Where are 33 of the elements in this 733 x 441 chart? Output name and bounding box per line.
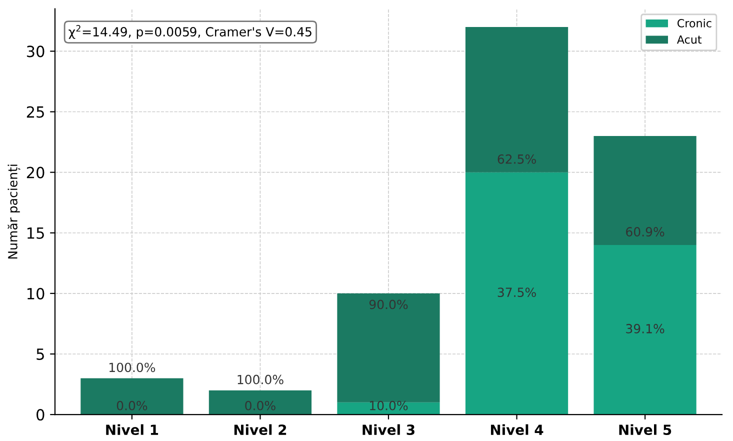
legend-label: Acut xyxy=(676,35,702,44)
annotation: 39.1% xyxy=(626,324,664,334)
x-tick-label: Nivel 3 xyxy=(362,424,414,436)
y-tick-label: 0 xyxy=(36,409,44,421)
annotation: 100.0% xyxy=(238,374,284,384)
bar xyxy=(465,172,568,415)
bar xyxy=(594,136,696,245)
bar xyxy=(594,244,696,415)
y-tick-label: 10 xyxy=(27,288,44,300)
legend-label: Cronic xyxy=(678,18,712,28)
x-tick-label: Nivel 1 xyxy=(106,424,158,436)
annotation: 100.0% xyxy=(109,362,156,372)
annotation: 37.5% xyxy=(498,288,536,298)
y-tick-label: 25 xyxy=(26,106,44,118)
x-tick-label: Nivel 2 xyxy=(234,424,286,436)
x-tick-label: Nivel 4 xyxy=(490,424,544,436)
x-tick-label: Nivel 5 xyxy=(619,424,672,436)
annotation: 62.5% xyxy=(498,154,536,164)
bar xyxy=(208,390,312,415)
y-tick-label: 20 xyxy=(26,166,44,178)
y-tick-label: 15 xyxy=(27,228,44,239)
annotation: 90.0% xyxy=(369,300,408,310)
bar xyxy=(465,26,568,172)
y-tick-label: 30 xyxy=(26,46,44,58)
annotation: 0.0% xyxy=(116,400,148,410)
annotation: 0.0% xyxy=(245,400,276,410)
bar xyxy=(337,293,440,402)
y-tick-label: 5 xyxy=(36,348,44,360)
annotation: 10.0% xyxy=(370,400,408,410)
annotation: χ$^{2}$=14.49, p=0.0059, Cramer's V=0.45 xyxy=(68,25,312,39)
y-axis-title: Număr pacienți xyxy=(8,164,20,259)
annotation: 60.9% xyxy=(626,227,664,237)
bar xyxy=(80,378,184,415)
